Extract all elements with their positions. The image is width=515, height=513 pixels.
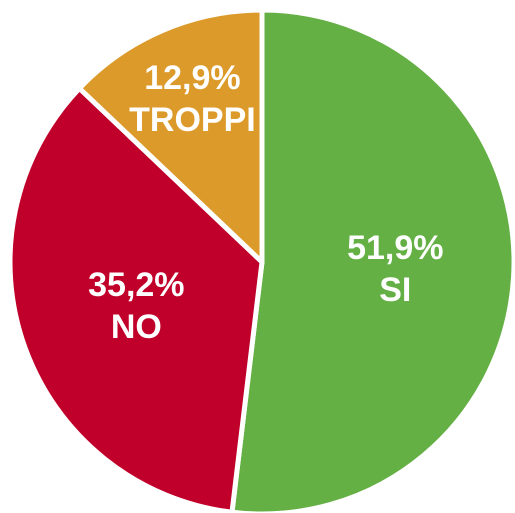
slice-value-label: 12,9% (144, 59, 240, 97)
pie-slice (229, 7, 515, 513)
pie-slice (7, 85, 265, 513)
slice-category-label: SI (379, 271, 411, 309)
slice-category-label: TROPPI (129, 101, 256, 139)
slice-value-label: 51,9% (347, 229, 443, 267)
slice-value-label: 35,2% (88, 266, 184, 304)
pie-slice (76, 7, 265, 265)
slice-category-label: NO (111, 308, 162, 346)
